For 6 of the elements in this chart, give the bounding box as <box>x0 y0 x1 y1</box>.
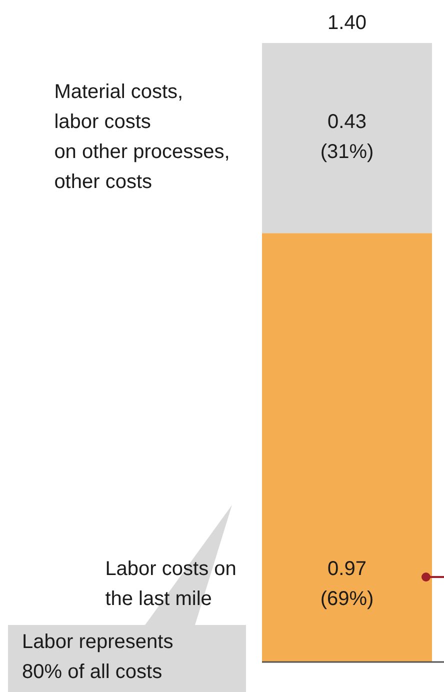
data-label: 0.43 (31%) <box>320 111 374 164</box>
total-label: 1.40 <box>328 12 366 34</box>
series-label: Material costs, labor costs on other processes, other costs <box>54 81 230 194</box>
data-label: 0.97 (69%) <box>320 558 374 610</box>
text: Labor represents 80% of all costs <box>22 631 174 684</box>
series-label: Labor costs on the last mile <box>105 558 236 610</box>
